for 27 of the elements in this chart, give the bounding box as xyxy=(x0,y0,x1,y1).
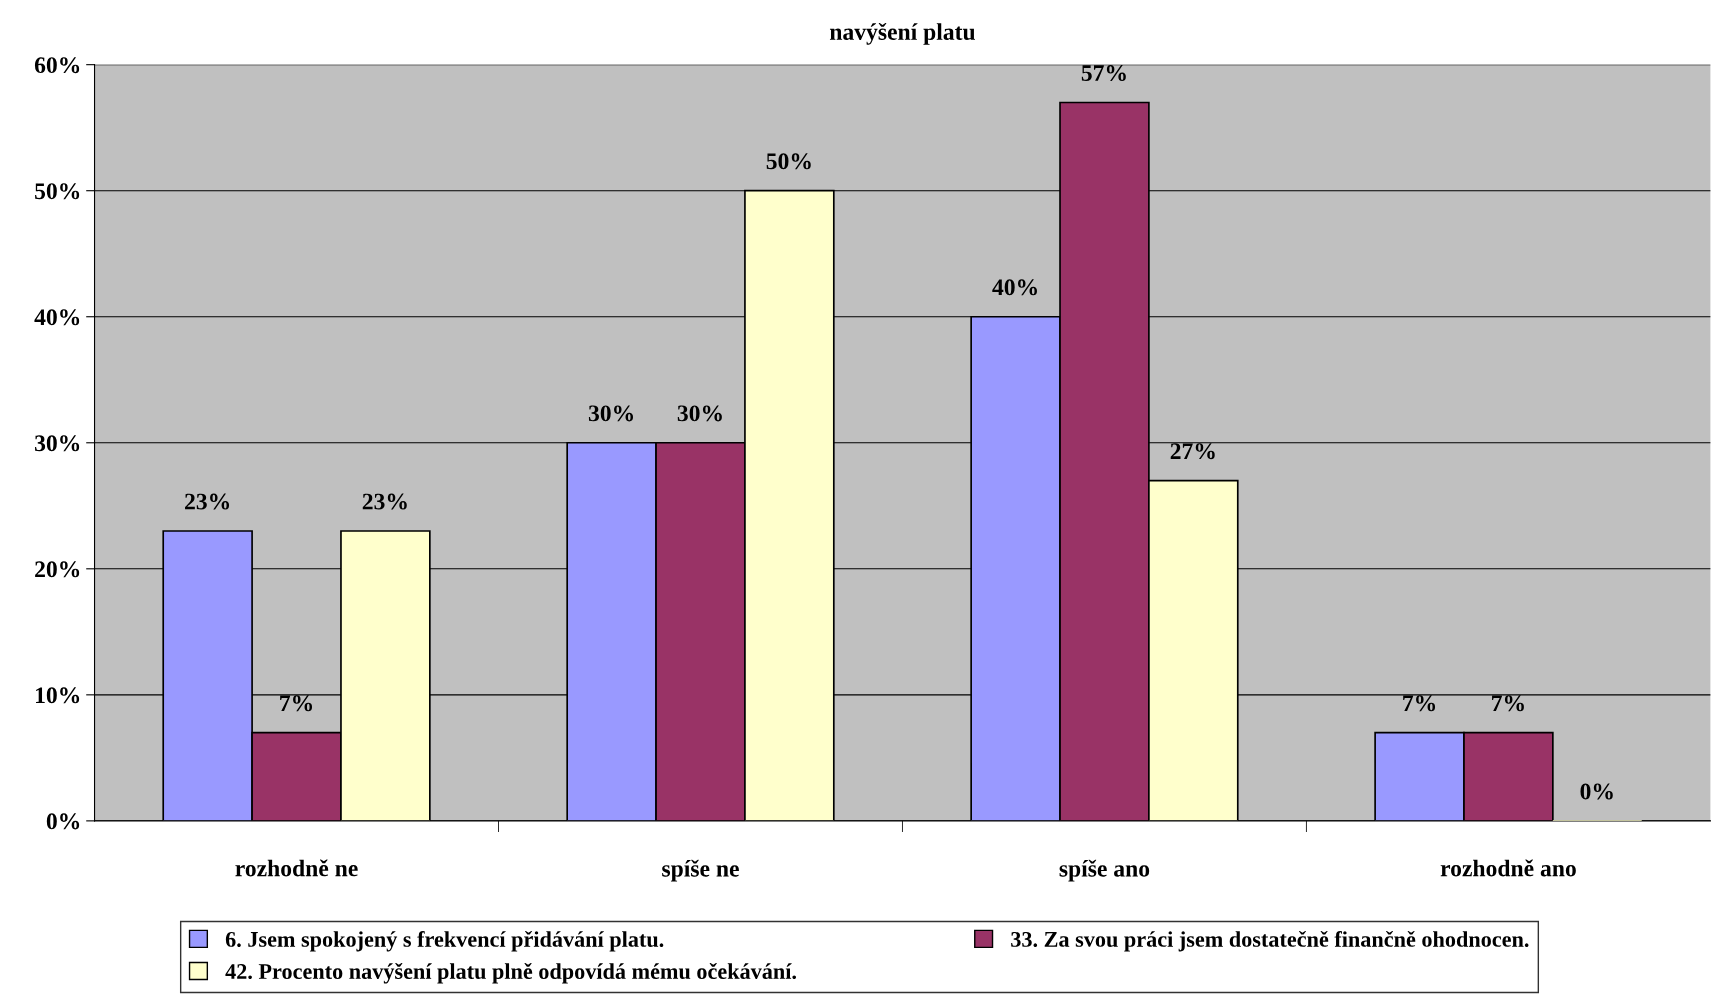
data-label: 30% xyxy=(588,405,634,422)
y-tick-label: 0% xyxy=(46,813,80,830)
data-label: 50% xyxy=(766,153,811,170)
legend-label: 42. Procento navýšení platu plně odpovídá mému očekávání. xyxy=(225,963,797,984)
data-label: 40% xyxy=(992,279,1037,296)
x-tick-label: rozhodně ne xyxy=(235,859,358,877)
legend-label: 6. Jsem spokojený s frekvencí přidávání platu. xyxy=(225,930,664,952)
data-label: 7% xyxy=(1403,695,1436,712)
data-label: 7% xyxy=(280,695,313,712)
data-label: 7% xyxy=(1492,695,1524,712)
y-tick-label: 40% xyxy=(34,309,80,326)
y-tick-label: 60% xyxy=(34,57,80,74)
data-label: 57% xyxy=(1081,65,1126,82)
x-tick-label: spíše ano xyxy=(1059,859,1150,882)
data-label: 30% xyxy=(677,405,722,422)
y-tick-label: 10% xyxy=(36,687,80,704)
data-label: 23% xyxy=(362,493,407,510)
x-tick-label: rozhodně ano xyxy=(1440,859,1576,877)
data-label: 27% xyxy=(1170,443,1215,460)
x-tick-label: spíše ne xyxy=(662,859,739,882)
chart-title: navýšení platu xyxy=(829,23,975,45)
data-label: 23% xyxy=(185,493,230,510)
legend-label: 33. Za svou práci jsem dostatečně finančně ohodnocen. xyxy=(1011,930,1529,952)
data-label: 0% xyxy=(1580,783,1613,800)
y-tick-label: 50% xyxy=(35,183,80,200)
y-tick-label: 20% xyxy=(35,561,80,578)
y-tick-label: 30% xyxy=(35,435,80,452)
